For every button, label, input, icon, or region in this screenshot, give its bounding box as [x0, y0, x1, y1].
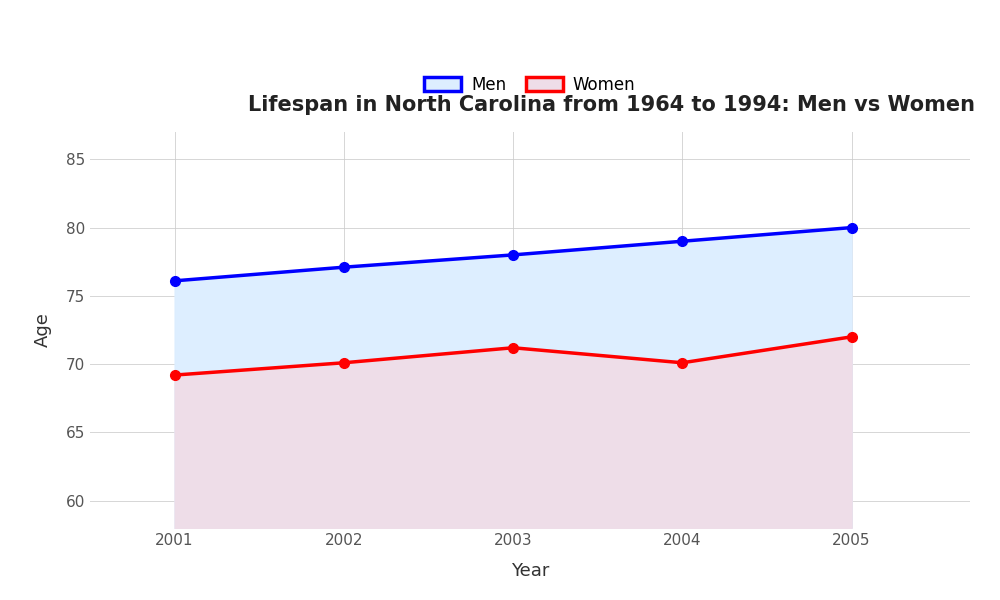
Legend: Men, Women: Men, Women: [418, 69, 642, 100]
Text: Lifespan in North Carolina from 1964 to 1994: Men vs Women: Lifespan in North Carolina from 1964 to …: [248, 95, 975, 115]
X-axis label: Year: Year: [511, 562, 549, 580]
Y-axis label: Age: Age: [34, 313, 52, 347]
